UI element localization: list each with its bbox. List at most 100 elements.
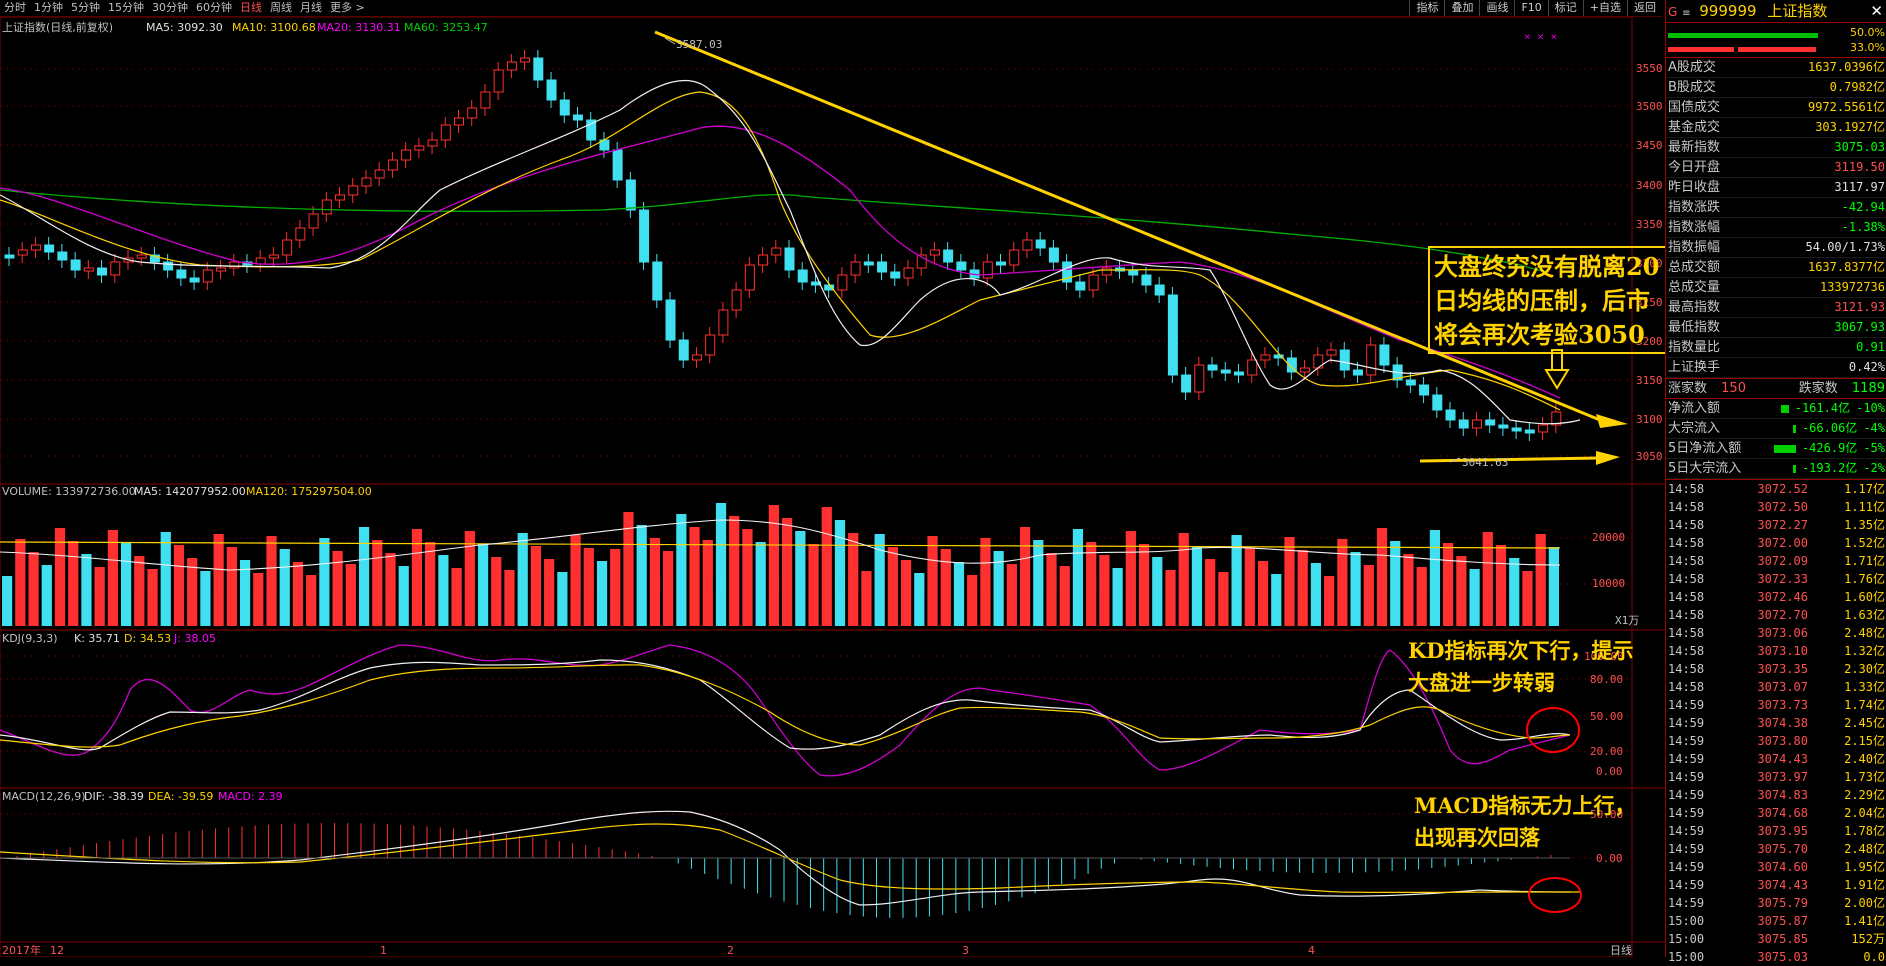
tool-button-1[interactable]: 叠加 [1444,0,1479,16]
candle [731,289,742,311]
volume-bar [1112,568,1123,626]
candle [282,239,293,256]
flow-row: 大宗流入 -66.06亿 -4% [1666,419,1886,439]
period-tab-0[interactable]: 分时 [4,1,26,14]
candle [1128,269,1139,276]
stat-row: 总成交量 133972736 [1666,278,1886,298]
low-marker: 3041.63 [1462,456,1508,469]
tick-time: 14:59 [1668,806,1705,820]
tick-price: 3074.38 [1757,716,1808,730]
volume-bar [689,527,700,626]
updown-row: 涨家数 150 跌家数 1189 [1666,378,1886,399]
vol-unit: X1万 [1615,614,1639,627]
tick-time: 14:58 [1668,590,1705,604]
volume-bar [160,532,171,626]
volume-bar [491,557,502,626]
tool-button-4[interactable]: 标记 [1547,0,1583,16]
candle [1048,247,1059,263]
stat-value: -1.38% [1841,220,1885,234]
menu-icon[interactable]: ≡ [1682,8,1691,19]
tool-button-5[interactable]: +自选 [1582,0,1627,16]
tick-amount: 2.48亿 [1844,626,1885,640]
support-line [1419,451,1620,465]
candle [1075,281,1086,291]
volume-bar [900,560,912,626]
volume-bar [504,570,515,626]
macd-histogram [16,823,1552,918]
tick-price: 3072.09 [1757,554,1808,568]
candle [758,254,769,266]
candle [1405,379,1416,386]
marker-crosses: × × × [1524,30,1557,43]
volume-bar [517,533,528,626]
stat-row: 最低指数 3067.93 [1666,318,1886,338]
tool-button-3[interactable]: F10 [1514,0,1547,16]
period-tab-5[interactable]: 60分钟 [196,1,232,14]
volume-bar [742,529,753,626]
candle [1220,369,1231,374]
tick-row: 14:58 3072.70 1.63亿 [1666,606,1886,624]
period-tab-1[interactable]: 1分钟 [34,1,63,14]
tick-amount: 1.71亿 [1844,554,1885,568]
candle [996,261,1007,266]
volume-bar [1416,567,1427,626]
volume-bar [1033,540,1044,626]
volume-bar [398,566,409,626]
period-tab-3[interactable]: 15分钟 [108,1,144,14]
flow-row: 5日净流入额 -426.9亿 -5% [1666,439,1886,459]
tick-time: 14:59 [1668,878,1705,892]
period-tab-2[interactable]: 5分钟 [71,1,100,14]
price-axis-label: 3200 [1636,335,1663,348]
candle [427,139,438,147]
tick-row: 14:58 3073.10 1.32亿 [1666,642,1886,660]
period-tab-4[interactable]: 30分钟 [152,1,188,14]
volume-bar [464,531,475,626]
period-tab-7[interactable]: 周线 [270,1,292,14]
volume-bar [1019,527,1031,626]
tool-button-6[interactable]: 返回 [1627,0,1662,16]
volume-bar [583,548,594,626]
stat-value: 133972736 [1819,280,1885,294]
candle [1009,249,1020,266]
volume-bar [861,571,872,626]
period-tab-9[interactable]: 更多 > [330,1,365,14]
candle [559,99,570,116]
tick-amount: 1.52亿 [1844,536,1885,550]
volume-bar [54,528,66,626]
volume-bar [1310,563,1322,626]
tool-button-2[interactable]: 画线 [1479,0,1514,16]
stat-label: 指数量比 [1668,340,1721,355]
candle [1181,374,1192,393]
stat-value: 3119.50 [1834,160,1885,174]
tick-row: 14:58 3073.07 1.33亿 [1666,678,1886,696]
volume-bar [755,542,766,626]
tick-price: 3073.97 [1757,770,1808,784]
tick-price: 3075.85 [1757,932,1808,946]
volume-bar [993,551,1004,626]
candle [1286,357,1297,373]
period-tab-8[interactable]: 月线 [300,1,322,14]
candle [1247,359,1258,376]
stat-value: 1637.8377亿 [1807,260,1885,274]
period-tab-6[interactable]: 日线 [240,1,262,14]
volume-bar [1535,534,1546,626]
volume-bar [729,516,740,626]
flow-label: 5日大宗流入 [1668,461,1742,476]
volume-bar [15,539,26,626]
volume-bar [834,520,846,626]
tick-price: 3074.60 [1757,860,1808,874]
tool-button-0[interactable]: 指标 [1409,0,1444,16]
close-icon[interactable]: ✕ [1870,2,1883,20]
annotation-kd-text: KD指标再次下行，提示大盘进一步转弱 [1408,638,1634,695]
stat-row: 今日开盘 3119.50 [1666,158,1886,178]
volume-bar [1125,531,1136,626]
candle [1035,239,1046,249]
candle [136,254,147,259]
volume-bar [1244,548,1255,626]
tick-row: 15:00 3075.87 1.41亿 [1666,912,1886,930]
volume-bar [953,562,965,626]
flow-bar [1792,424,1796,433]
volume-bar [1231,535,1242,626]
volume-bar [68,541,79,626]
stat-value: 3121.93 [1834,300,1885,314]
